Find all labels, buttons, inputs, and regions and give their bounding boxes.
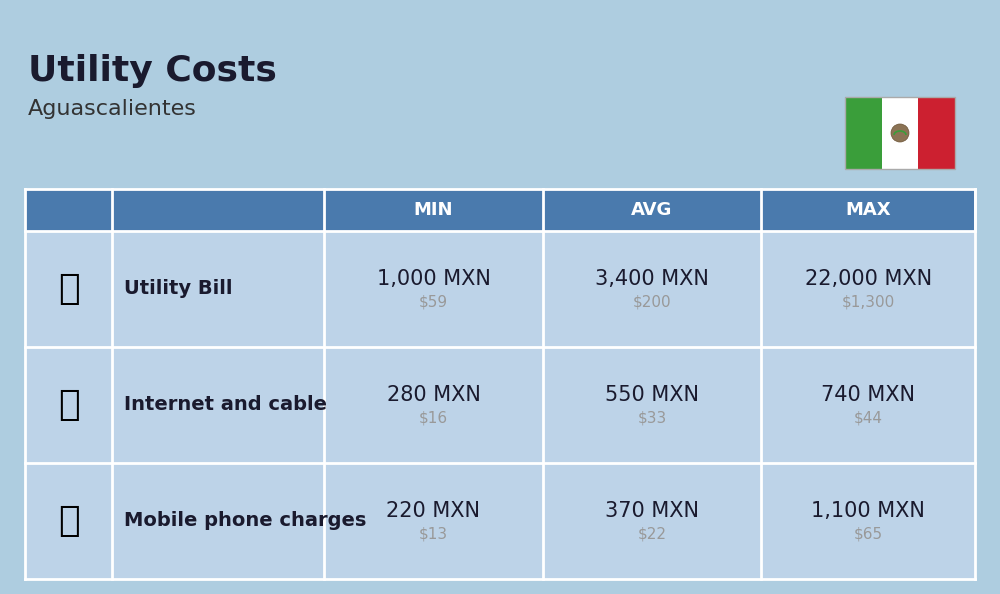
- Bar: [845, 97, 882, 169]
- Bar: [25, 231, 975, 347]
- Text: 1,000 MXN: 1,000 MXN: [377, 269, 490, 289]
- Text: 280 MXN: 280 MXN: [387, 385, 480, 405]
- Text: $13: $13: [419, 526, 448, 542]
- Text: 550 MXN: 550 MXN: [605, 385, 699, 405]
- Text: $44: $44: [854, 410, 883, 425]
- Bar: [918, 97, 955, 169]
- Text: Utility Costs: Utility Costs: [28, 54, 277, 88]
- Text: 3,400 MXN: 3,400 MXN: [595, 269, 709, 289]
- Circle shape: [891, 124, 909, 142]
- Text: 220 MXN: 220 MXN: [386, 501, 480, 521]
- Text: 📱: 📱: [58, 504, 80, 538]
- Text: $22: $22: [638, 526, 666, 542]
- Text: Mobile phone charges: Mobile phone charges: [124, 511, 367, 530]
- Text: $16: $16: [419, 410, 448, 425]
- Text: 📡: 📡: [58, 388, 80, 422]
- Bar: [25, 347, 975, 463]
- Text: 22,000 MXN: 22,000 MXN: [805, 269, 932, 289]
- Text: 🔧: 🔧: [58, 272, 80, 306]
- Text: $33: $33: [637, 410, 667, 425]
- Text: $1,300: $1,300: [842, 295, 895, 309]
- Text: Utility Bill: Utility Bill: [124, 280, 233, 299]
- Text: $65: $65: [854, 526, 883, 542]
- Text: 740 MXN: 740 MXN: [821, 385, 915, 405]
- Text: 370 MXN: 370 MXN: [605, 501, 699, 521]
- Bar: [25, 189, 975, 231]
- Text: Internet and cable: Internet and cable: [124, 396, 327, 415]
- Text: Aguascalientes: Aguascalientes: [28, 99, 197, 119]
- Bar: [25, 463, 975, 579]
- Text: MAX: MAX: [845, 201, 891, 219]
- Bar: [882, 97, 918, 169]
- Text: MIN: MIN: [414, 201, 453, 219]
- Text: 1,100 MXN: 1,100 MXN: [811, 501, 925, 521]
- Bar: [845, 97, 955, 169]
- Text: $200: $200: [633, 295, 671, 309]
- Text: $59: $59: [419, 295, 448, 309]
- Text: AVG: AVG: [631, 201, 673, 219]
